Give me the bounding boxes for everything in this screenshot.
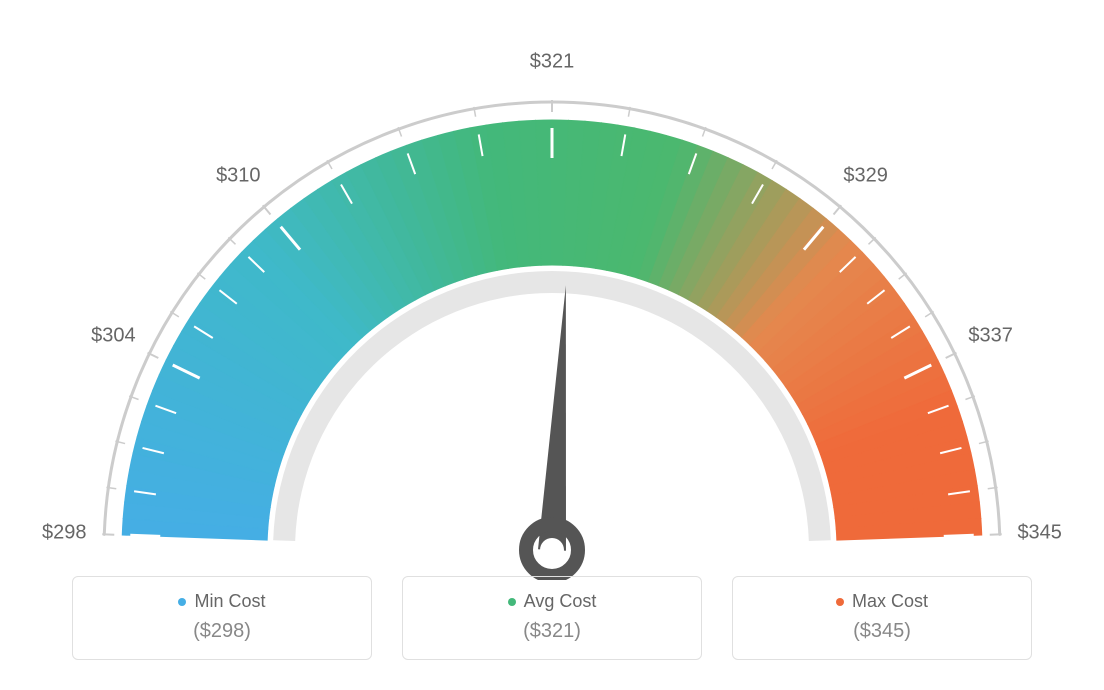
legend-card-min: Min Cost ($298): [72, 576, 372, 660]
legend-title-avg: Avg Cost: [524, 591, 597, 612]
legend-row: Min Cost ($298) Avg Cost ($321) Max Cost…: [72, 576, 1032, 660]
gauge-tick-label: $345: [1017, 521, 1062, 544]
legend-title-max: Max Cost: [852, 591, 928, 612]
legend-value-min: ($298): [91, 620, 353, 643]
legend-card-max: Max Cost ($345): [732, 576, 1032, 660]
gauge-tick-label: $337: [968, 325, 1013, 348]
legend-card-avg: Avg Cost ($321): [402, 576, 702, 660]
legend-title-min: Min Cost: [194, 591, 265, 612]
legend-value-max: ($345): [751, 620, 1013, 643]
gauge-tick-label: $321: [530, 51, 575, 74]
gauge-tick-label: $329: [843, 165, 888, 188]
dot-avg: [508, 598, 516, 606]
gauge-tick-label: $298: [42, 521, 87, 544]
cost-gauge: $298$304$310$321$329$337$345: [52, 20, 1052, 580]
dot-min: [178, 598, 186, 606]
gauge-tick-label: $310: [216, 165, 261, 188]
legend-value-avg: ($321): [421, 620, 683, 643]
gauge-tick-label: $304: [91, 325, 136, 348]
dot-max: [836, 598, 844, 606]
